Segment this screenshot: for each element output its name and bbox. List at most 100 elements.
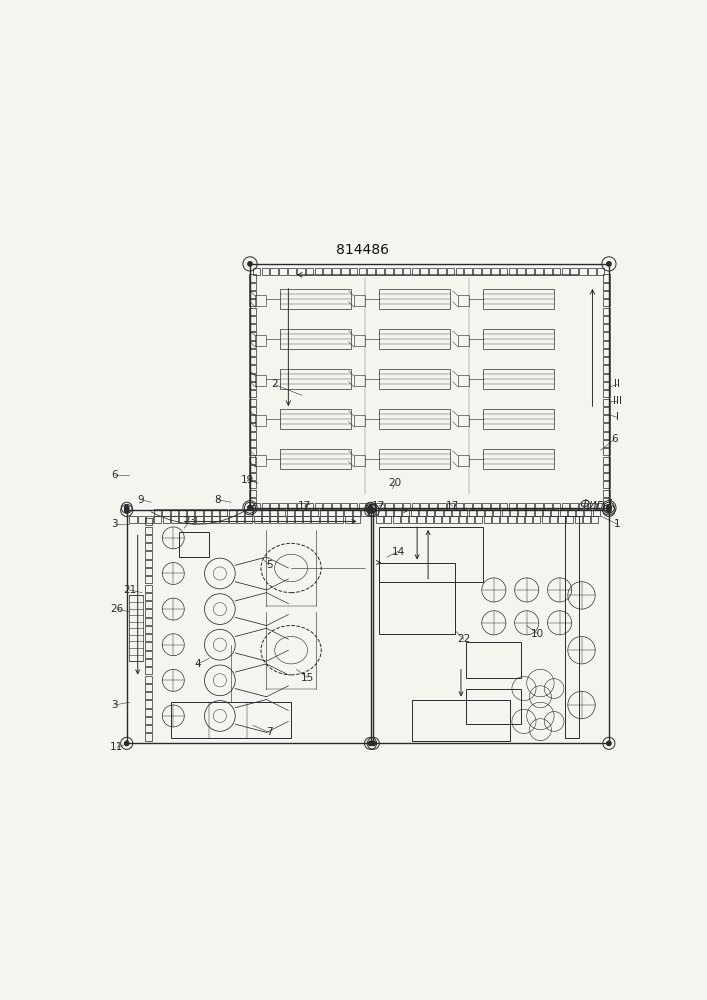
Bar (542, 516, 549, 523)
Bar (320, 516, 327, 523)
Bar (237, 516, 244, 523)
Bar (543, 509, 550, 516)
Text: 6: 6 (611, 434, 618, 444)
Bar (493, 509, 501, 516)
Bar (502, 509, 509, 516)
Bar (320, 509, 327, 516)
Bar (376, 516, 383, 523)
Bar (145, 560, 152, 567)
Bar (551, 509, 559, 516)
Bar (249, 457, 257, 464)
Bar (171, 516, 178, 523)
Bar (212, 509, 219, 516)
Bar (262, 509, 269, 516)
Bar (544, 268, 551, 275)
Bar (179, 509, 186, 516)
Bar (353, 509, 360, 516)
Bar (394, 268, 402, 275)
Bar (228, 509, 235, 516)
Text: 17: 17 (372, 501, 385, 511)
Bar (358, 503, 366, 510)
Bar (270, 503, 278, 510)
Bar (571, 268, 578, 275)
Bar (127, 510, 370, 743)
Bar (458, 375, 469, 386)
Bar (385, 503, 393, 510)
Bar (402, 509, 409, 516)
Bar (553, 503, 561, 510)
Bar (411, 509, 418, 516)
Bar (379, 369, 450, 389)
Bar (458, 335, 469, 346)
Bar (312, 516, 319, 523)
Bar (145, 618, 152, 625)
Circle shape (371, 508, 375, 513)
Bar (145, 642, 152, 650)
Bar (411, 700, 510, 741)
Bar (500, 268, 508, 275)
Bar (602, 349, 609, 356)
Bar (602, 432, 609, 439)
Bar (566, 516, 573, 523)
Bar (409, 516, 416, 523)
Bar (510, 509, 517, 516)
Bar (602, 457, 609, 464)
Bar (458, 415, 469, 426)
Bar (602, 399, 609, 406)
Bar (138, 516, 145, 523)
Bar (249, 440, 257, 447)
Bar (249, 283, 257, 290)
Bar (591, 516, 598, 523)
Bar (500, 503, 508, 510)
Bar (249, 432, 257, 439)
Bar (332, 503, 340, 510)
Bar (305, 503, 313, 510)
Bar (249, 316, 257, 323)
Bar (280, 409, 351, 429)
Bar (602, 465, 609, 472)
Bar (579, 503, 587, 510)
Bar (262, 516, 269, 523)
Bar (602, 308, 609, 315)
Text: 17: 17 (446, 501, 460, 511)
Text: II: II (614, 379, 620, 389)
Bar (221, 509, 228, 516)
Bar (602, 365, 609, 373)
Bar (379, 449, 450, 469)
Bar (358, 268, 366, 275)
Bar (401, 516, 408, 523)
Bar (394, 509, 401, 516)
Bar (473, 268, 481, 275)
Text: 814486: 814486 (336, 243, 389, 257)
Bar (485, 509, 492, 516)
Bar (286, 516, 294, 523)
Bar (249, 324, 257, 331)
Bar (187, 516, 194, 523)
Bar (353, 516, 360, 523)
Bar (249, 374, 257, 381)
Bar (517, 516, 524, 523)
Bar (361, 509, 368, 516)
Bar (145, 576, 152, 583)
Bar (518, 503, 525, 510)
Bar (145, 543, 152, 550)
Circle shape (368, 506, 373, 510)
Bar (534, 509, 542, 516)
Bar (602, 332, 609, 340)
Bar (602, 291, 609, 298)
Bar (249, 465, 257, 472)
Bar (426, 516, 433, 523)
Bar (249, 399, 257, 406)
Bar (170, 702, 291, 738)
Bar (305, 268, 313, 275)
Text: 2: 2 (271, 379, 278, 389)
Bar (403, 503, 410, 510)
Bar (602, 440, 609, 447)
Bar (255, 415, 267, 426)
Bar (323, 503, 331, 510)
Bar (253, 509, 261, 516)
Bar (576, 509, 583, 516)
Bar (379, 527, 483, 582)
Text: I: I (616, 412, 619, 422)
Bar (145, 684, 152, 691)
